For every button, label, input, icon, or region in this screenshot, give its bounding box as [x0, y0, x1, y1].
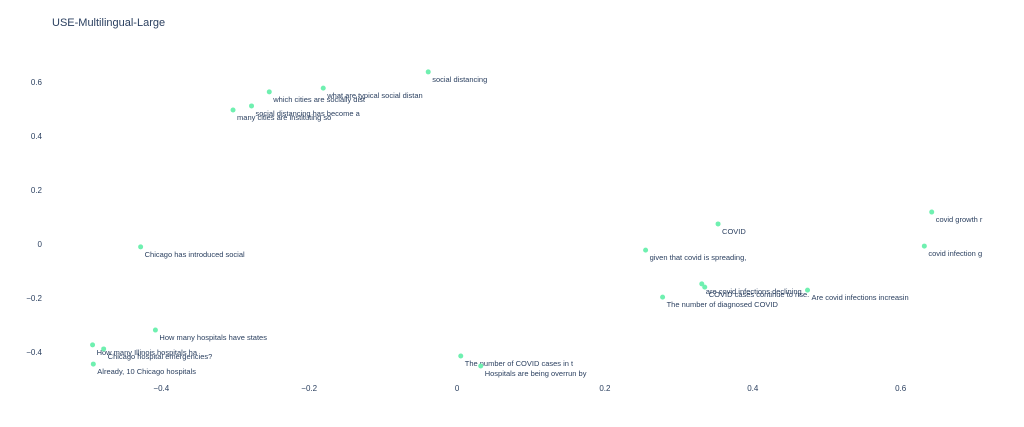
x-tick-label: 0.4 — [747, 384, 759, 393]
point — [138, 244, 144, 250]
point-label: given that covid is spreading, — [650, 253, 747, 262]
point-label: which cities are socially dist — [272, 95, 366, 104]
point-label: what are typical social distan — [326, 91, 422, 100]
x-tick-label: −0.4 — [153, 384, 169, 393]
point — [230, 107, 236, 113]
point-label: are covid infections declining — [706, 287, 802, 296]
y-tick-label: 0 — [38, 240, 43, 249]
y-tick-label: 0.4 — [31, 132, 43, 141]
point-label: Chicago hospital emergencies? — [108, 352, 213, 361]
x-tick-label: 0.2 — [599, 384, 611, 393]
point — [921, 243, 927, 249]
point — [320, 85, 326, 91]
point — [266, 89, 272, 95]
point-label: many cities are instituting so — [237, 113, 331, 122]
point-label: covid growth r — [936, 215, 983, 224]
point — [715, 221, 721, 227]
y-tick-label: −0.2 — [26, 294, 42, 303]
point — [805, 287, 811, 293]
x-tick-label: 0.6 — [895, 384, 907, 393]
point-label: How many Illinois hospitals ha — [97, 348, 198, 357]
point — [101, 346, 107, 352]
point-label: The number of diagnosed COVID — [667, 300, 779, 309]
point-label: Are covid infections increasin — [812, 293, 909, 302]
point — [249, 103, 255, 109]
point — [458, 353, 464, 359]
point-label: Hospitals are being overrun by — [485, 369, 587, 378]
point — [90, 342, 96, 348]
point-label: COVID cases continue to rise. — [709, 290, 809, 299]
point — [643, 247, 649, 253]
point — [425, 69, 431, 75]
point — [478, 363, 484, 369]
chart-title: USE-Multilingual-Large — [52, 17, 165, 29]
point-label: social distancing has become a — [256, 109, 361, 118]
point-label: covid infection g — [928, 249, 982, 258]
point-label: How many hospitals have states — [159, 333, 267, 342]
point-label: The number of COVID cases in t — [465, 359, 574, 368]
point-label: social distancing — [432, 75, 487, 84]
point — [90, 361, 96, 367]
point-label: COVID — [722, 227, 746, 236]
point-label: Already, 10 Chicago hospitals — [97, 367, 196, 376]
x-tick-label: −0.2 — [301, 384, 317, 393]
point — [702, 284, 708, 290]
y-tick-label: 0.6 — [31, 78, 43, 87]
point — [152, 327, 158, 333]
point — [699, 281, 705, 287]
x-tick-label: 0 — [455, 384, 460, 393]
y-tick-label: 0.2 — [31, 186, 43, 195]
point-label: Chicago has introduced social — [145, 250, 245, 259]
point — [660, 294, 666, 300]
point — [929, 209, 935, 215]
y-tick-label: −0.4 — [26, 348, 42, 357]
